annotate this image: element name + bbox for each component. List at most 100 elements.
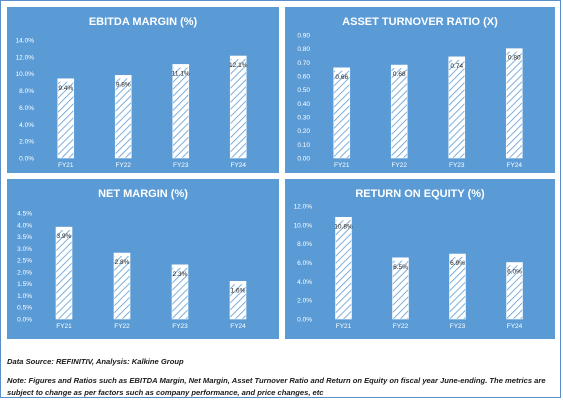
y-tick-label: 0.0% <box>19 156 34 163</box>
x-tick-label: FY21 <box>334 162 350 169</box>
bar-top-cap <box>333 67 350 71</box>
data-label: 10.8% <box>334 223 353 230</box>
y-tick-label: 0.50 <box>297 87 310 94</box>
bar-top-cap <box>335 217 352 221</box>
bar <box>333 67 351 159</box>
x-tick-label: FY23 <box>450 323 466 330</box>
y-tick-label: 1.5% <box>17 281 32 288</box>
y-tick-label: 3.5% <box>17 234 32 241</box>
data-label: 11.1% <box>172 70 190 77</box>
y-tick-label: 0.40 <box>297 101 310 108</box>
data-label: 2.3% <box>173 271 188 278</box>
x-tick-label: FY23 <box>449 162 465 169</box>
y-tick-label: 4.0% <box>17 222 32 229</box>
y-tick-label: 1.0% <box>17 293 32 300</box>
chart-title: RETURN ON EQUITY (%) <box>355 188 485 200</box>
y-tick-label: 6.0% <box>297 260 312 267</box>
data-label: 1.6% <box>231 287 246 294</box>
data-label: 0.80 <box>508 55 521 62</box>
ebitda-margin-chart: EBITDA MARGIN (%) 0.0% 2.0% 4.0% 6.0% 8.0% 10.… <box>7 7 279 173</box>
y-tick-label: 0.00 <box>297 156 310 163</box>
y-tick-label: 4.5% <box>17 211 32 218</box>
y-tick-label: 0.5% <box>17 305 32 312</box>
data-label: 9.8% <box>116 81 131 88</box>
bar <box>55 226 73 320</box>
x-tick-label: FY22 <box>115 162 131 169</box>
bar-top-cap <box>392 257 409 261</box>
y-tick-label: 0.70 <box>297 60 310 67</box>
data-source-note: Data Source: REFINITIV, Analysis: Kalkin… <box>7 357 184 366</box>
bar <box>392 257 409 320</box>
y-tick-label: 2.0% <box>297 298 312 305</box>
bar-top-cap <box>506 48 523 52</box>
x-tick-label: FY24 <box>230 162 246 169</box>
y-tick-label: 0.80 <box>297 46 310 53</box>
y-tick-label: 0.10 <box>297 142 310 149</box>
y-tick-label: 0.0% <box>17 317 32 324</box>
bar <box>171 264 189 320</box>
y-tick-label: 12.0% <box>16 54 35 61</box>
y-tick-label: 4.0% <box>297 279 312 286</box>
bar-top-cap <box>506 262 523 266</box>
bar-top-cap <box>172 264 188 268</box>
bar <box>113 252 131 320</box>
y-tick-label: 14.0% <box>16 38 35 45</box>
y-tick-label: 0.90 <box>297 33 310 40</box>
chart-title: NET MARGIN (%) <box>98 188 188 200</box>
bar <box>505 48 523 159</box>
y-tick-label: 10.0% <box>294 222 313 229</box>
x-tick-label: FY21 <box>56 323 72 330</box>
x-tick-label: FY21 <box>336 323 352 330</box>
y-tick-label: 10.0% <box>16 71 35 78</box>
x-tick-label: FY23 <box>172 323 188 330</box>
x-tick-label: FY22 <box>391 162 407 169</box>
return-on-equity-chart: RETURN ON EQUITY (%) 0.0% 2.0% 4.0% 6.0% 8.0%… <box>285 179 555 339</box>
y-tick-label: 4.0% <box>19 122 34 129</box>
data-label: 6.9% <box>450 260 465 267</box>
bar-top-cap <box>230 56 247 60</box>
bar <box>229 281 247 320</box>
x-tick-label: FY24 <box>230 323 246 330</box>
data-label: 9.4% <box>58 85 73 92</box>
x-tick-label: FY23 <box>173 162 189 169</box>
chart-title: ASSET TURNOVER RATIO (X) <box>342 16 498 28</box>
bar-top-cap <box>391 65 408 69</box>
y-tick-label: 6.0% <box>19 105 34 112</box>
bar-top-cap <box>449 254 466 258</box>
ebitda-margin-svg: EBITDA MARGIN (%) 0.0% 2.0% 4.0% 6.0% 8.0% 10.… <box>16 16 248 169</box>
y-tick-label: 8.0% <box>297 241 312 248</box>
net-margin-svg: NET MARGIN (%) 0.0% 0.5% 1.0% 1.5% 2.0% 2.5% 3.… <box>17 188 247 330</box>
x-tick-label: FY21 <box>58 162 74 169</box>
x-tick-label: FY24 <box>506 162 522 169</box>
data-label: 2.8% <box>115 259 130 266</box>
bar-top-cap <box>114 253 130 257</box>
data-label: 0.66 <box>335 74 348 81</box>
asset-turnover-svg: ASSET TURNOVER RATIO (X) 0.00 0.10 0.20 0.30… <box>297 16 523 169</box>
bar-top-cap <box>115 75 132 79</box>
bar <box>229 55 247 159</box>
bar-top-cap <box>172 64 189 68</box>
bar-top-cap <box>230 281 246 285</box>
data-label: 6.0% <box>507 269 522 276</box>
bar-top-cap <box>57 78 74 82</box>
x-tick-label: FY22 <box>393 323 409 330</box>
y-tick-label: 8.0% <box>19 88 34 95</box>
bar <box>335 216 352 320</box>
y-tick-label: 0.30 <box>297 115 310 122</box>
y-tick-label: 2.5% <box>17 258 32 265</box>
asset-turnover-chart: ASSET TURNOVER RATIO (X) 0.00 0.10 0.20 0.30… <box>285 7 555 173</box>
return-on-equity-svg: RETURN ON EQUITY (%) 0.0% 2.0% 4.0% 6.0% 8.0%… <box>294 188 523 330</box>
bar <box>390 64 408 159</box>
y-tick-label: 0.0% <box>297 317 312 324</box>
data-label: 12.1% <box>229 62 248 69</box>
y-tick-label: 12.0% <box>294 204 313 211</box>
y-tick-label: 0.60 <box>297 74 310 81</box>
fiscal-year-note: Note: Figures and Ratios such as EBITDA … <box>7 376 546 397</box>
data-label: 0.68 <box>393 71 406 78</box>
data-label: 0.74 <box>450 63 463 70</box>
y-tick-label: 3.0% <box>17 246 32 253</box>
y-tick-label: 2.0% <box>19 139 34 146</box>
bar <box>448 56 466 159</box>
bar <box>172 64 190 159</box>
